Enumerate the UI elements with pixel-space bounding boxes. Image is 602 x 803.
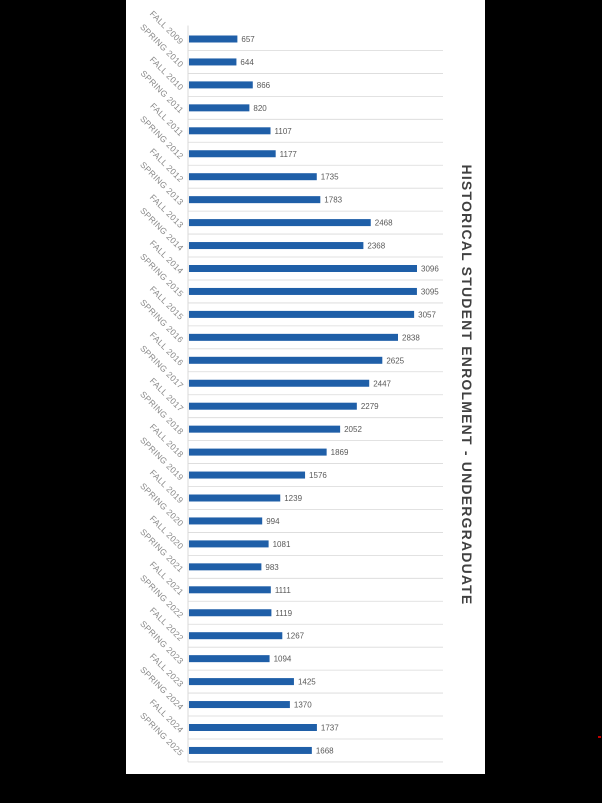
data-label: 1576: [309, 471, 327, 480]
data-label: 2279: [361, 402, 379, 411]
data-label: 1735: [321, 173, 339, 182]
bars-layer: [189, 35, 417, 754]
bar: [189, 356, 383, 364]
data-label: 644: [240, 58, 254, 67]
data-label: 3095: [421, 287, 439, 296]
bar: [189, 150, 276, 158]
data-label: 1737: [321, 724, 339, 733]
bar: [189, 609, 272, 617]
data-label: 1111: [275, 586, 292, 595]
data-label: 1177: [280, 150, 298, 159]
data-label: 2368: [367, 242, 385, 251]
bar: [189, 586, 271, 594]
data-label: 2468: [375, 219, 393, 228]
data-label: 2625: [386, 356, 404, 365]
grid-layer: [187, 25, 443, 763]
data-label: 983: [265, 563, 279, 572]
chart-card: 657 FALL 2009 644 SPRING 2010 866 FALL 2010 82…: [126, 0, 485, 774]
data-label: 1869: [331, 448, 349, 457]
bar: [189, 310, 415, 318]
bar: [189, 287, 417, 295]
bar: [189, 448, 327, 456]
bar: [189, 701, 290, 709]
bar: [189, 746, 312, 754]
data-label: 1425: [298, 678, 316, 687]
data-label: 2052: [344, 425, 362, 434]
bar: [189, 563, 262, 571]
bar: [189, 494, 281, 502]
data-label: 1094: [274, 655, 292, 664]
bar: [189, 632, 283, 640]
bar: [189, 724, 317, 731]
chart-title: HISTORICAL STUDENT ENROLMENT - UNDERGRAD…: [459, 165, 475, 606]
bar: [189, 540, 269, 548]
bar: [189, 127, 271, 135]
data-label: 1119: [275, 609, 292, 618]
bar: [189, 173, 317, 181]
bar: [189, 81, 253, 89]
bar: [189, 678, 294, 686]
bar: [189, 517, 263, 525]
bar: [189, 379, 370, 387]
bar: [189, 655, 270, 663]
bar: [189, 242, 364, 250]
bar: [189, 402, 357, 410]
bar: [189, 471, 306, 479]
data-label: 866: [257, 81, 271, 90]
bar: [189, 265, 417, 272]
data-label: 1783: [324, 196, 342, 205]
data-label: 3057: [418, 310, 436, 319]
bar: [189, 35, 238, 43]
data-label: 820: [253, 104, 267, 113]
bar: [189, 58, 237, 66]
data-label: 1239: [284, 494, 302, 503]
stray-red-mark: [598, 736, 601, 738]
bar: [189, 425, 341, 433]
data-label: 1107: [275, 127, 293, 136]
data-label: 2838: [402, 333, 420, 342]
bar: [189, 196, 321, 204]
bar: [189, 104, 250, 112]
data-label: 1370: [294, 701, 312, 710]
bar: [189, 333, 398, 341]
data-label: 657: [241, 35, 255, 44]
data-label: 2447: [373, 379, 391, 388]
bar: [189, 219, 371, 227]
data-label: 1267: [286, 632, 304, 641]
data-label: 994: [266, 517, 280, 526]
data-label: 1081: [273, 540, 291, 549]
data-label: 3096: [421, 265, 439, 274]
data-label: 1668: [316, 746, 334, 755]
